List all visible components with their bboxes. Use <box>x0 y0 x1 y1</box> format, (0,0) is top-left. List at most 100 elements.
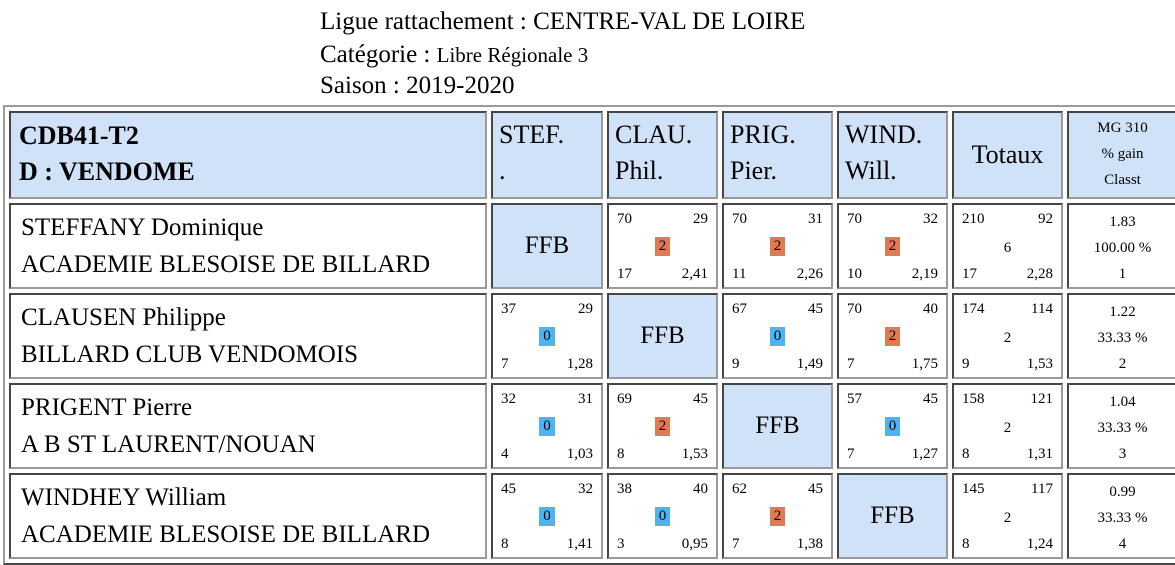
player-cell: CLAUSEN Philippe BILLARD CLUB VENDOMOIS <box>9 293 487 379</box>
total-innings: 121 <box>1030 391 1054 407</box>
match-high-run: 8 <box>501 536 509 552</box>
saison-line: Saison : 2019-2020 <box>320 70 514 102</box>
match-innings: 32 <box>923 211 938 227</box>
match-points-scored: 45 <box>501 481 516 497</box>
match-innings: 45 <box>808 301 823 317</box>
mg-header-labels: MG 310 % gain Classt <box>1069 113 1175 193</box>
match-high-run: 7 <box>501 356 509 372</box>
header-row: CDB41-T2 D : VENDOME STEF.. CLAU. Phil. PRI… <box>9 111 1175 199</box>
player-club: ACADEMIE BLESOISE DE BILLARD <box>21 521 431 548</box>
mg-cell: 1.83 100.00 % 1 <box>1067 203 1175 289</box>
player-row: PRIGENT Pierre A B ST LAURENT/NOUAN 32 31 0 4… <box>9 383 1175 469</box>
match-high-run: 17 <box>617 266 632 282</box>
categorie-value: Libre Régionale 3 <box>436 43 589 67</box>
match-average: 1,03 <box>566 446 593 462</box>
match-high-run: 11 <box>732 266 747 282</box>
match-result: 0 <box>609 507 716 526</box>
total-match-points: 6 <box>954 240 1061 257</box>
total-high-run: 9 <box>962 356 970 372</box>
mg-average: 1.22 <box>1109 304 1136 320</box>
mg-cell: 0.99 33.33 % 4 <box>1067 473 1175 559</box>
total-high-run: 17 <box>962 266 977 282</box>
player-row: WINDHEY William ACADEMIE BLESOISE DE BILL… <box>9 473 1175 559</box>
match-average: 1,38 <box>796 536 823 552</box>
mg-header-line: % gain <box>1101 146 1144 162</box>
match-cell: 70 29 2 17 2,41 <box>607 203 718 289</box>
loss-points-badge: 0 <box>769 327 786 346</box>
match-points-scored: 38 <box>617 481 632 497</box>
match-average: 0,95 <box>681 536 708 552</box>
match-result: 2 <box>839 327 946 346</box>
column-abbrev: CLAU. <box>615 120 693 149</box>
match-cell: 45 32 0 8 1,41 <box>491 473 603 559</box>
ffb-self-cell: FFB <box>491 203 603 289</box>
match-points-scored: 70 <box>847 301 862 317</box>
match-result: 0 <box>493 417 601 436</box>
total-points: 145 <box>962 481 985 497</box>
loss-points-badge: 0 <box>539 417 555 436</box>
player-name: STEFFANY Dominique <box>21 214 264 241</box>
match-innings: 45 <box>923 391 938 407</box>
team-header-cell: CDB41-T2 D : VENDOME <box>9 111 487 199</box>
match-cell: 67 45 0 9 1,49 <box>722 293 833 379</box>
match-average: 2,41 <box>681 266 708 282</box>
match-cell: 62 45 2 7 1,38 <box>722 473 833 559</box>
team-code: CDB41-T2 <box>19 121 139 150</box>
total-match-points: 2 <box>954 510 1061 527</box>
ligue-value: CENTRE-VAL DE LOIRE <box>533 8 806 35</box>
mg-header: MG 310 % gain Classt <box>1067 111 1175 199</box>
win-points-badge: 2 <box>654 237 671 256</box>
win-points-badge: 2 <box>884 327 901 346</box>
match-high-run: 7 <box>847 446 855 462</box>
total-innings: 114 <box>1031 301 1053 317</box>
player-name: CLAUSEN Philippe <box>21 304 226 331</box>
match-average: 2,19 <box>911 266 938 282</box>
mg-average: 1.83 <box>1109 214 1136 230</box>
saison-value: 2019-2020 <box>406 72 515 99</box>
total-match-points-value: 6 <box>1003 240 1012 256</box>
loss-points-badge: 0 <box>884 417 901 436</box>
mg-percent-gain: 33.33 % <box>1097 330 1148 346</box>
total-match-points-value: 2 <box>1003 330 1012 346</box>
win-points-badge: 2 <box>654 417 671 436</box>
match-innings: 32 <box>578 481 593 497</box>
mg-percent-gain: 33.33 % <box>1097 510 1148 526</box>
column-abbrev: WIND. <box>845 120 923 149</box>
match-cell: 38 40 0 3 0,95 <box>607 473 718 559</box>
total-innings: 117 <box>1031 481 1053 497</box>
column-firstname: Phil. <box>615 156 664 185</box>
categorie-line: Catégorie : Libre Régionale 3 <box>320 39 588 71</box>
totals-cell: 145 117 2 8 1,24 <box>952 473 1063 559</box>
player-club: A B ST LAURENT/NOUAN <box>21 431 316 458</box>
match-average: 1,49 <box>796 356 823 372</box>
player-cell: STEFFANY Dominique ACADEMIE BLESOISE DE B… <box>9 203 487 289</box>
match-cell: 70 40 2 7 1,75 <box>837 293 948 379</box>
mg-average: 0.99 <box>1109 484 1136 500</box>
loss-points-badge: 0 <box>654 507 671 526</box>
match-result: 0 <box>493 327 601 346</box>
column-firstname: Pier. <box>730 156 777 185</box>
player-club: BILLARD CLUB VENDOMOIS <box>21 341 359 368</box>
mg-rank: 1 <box>1118 266 1127 282</box>
player-info: WINDHEY William ACADEMIE BLESOISE DE BILL… <box>11 475 485 553</box>
match-average: 1,28 <box>566 356 593 372</box>
categorie-label: Catégorie : <box>320 41 431 68</box>
match-average: 1,41 <box>566 536 593 552</box>
match-cell: 57 45 0 7 1,27 <box>837 383 948 469</box>
totals-header: Totaux <box>952 111 1063 199</box>
column-label: CLAU. Phil. <box>609 113 716 189</box>
match-points-scored: 70 <box>847 211 862 227</box>
match-result: 2 <box>609 237 716 256</box>
mg-rank: 3 <box>1118 446 1127 462</box>
total-average: 1,31 <box>1026 446 1053 462</box>
totals-cell: 174 114 2 9 1,53 <box>952 293 1063 379</box>
ffb-self-cell: FFB <box>722 383 833 469</box>
match-result: 2 <box>609 417 716 436</box>
column-firstname: Will. <box>845 156 897 185</box>
total-match-points: 2 <box>954 420 1061 437</box>
win-points-badge: 2 <box>884 237 901 256</box>
results-table: CDB41-T2 D : VENDOME STEF.. CLAU. Phil. PRI… <box>3 105 1175 565</box>
mg-values: 0.99 33.33 % 4 <box>1069 475 1175 557</box>
match-innings: 45 <box>808 481 823 497</box>
total-innings: 92 <box>1038 211 1053 227</box>
